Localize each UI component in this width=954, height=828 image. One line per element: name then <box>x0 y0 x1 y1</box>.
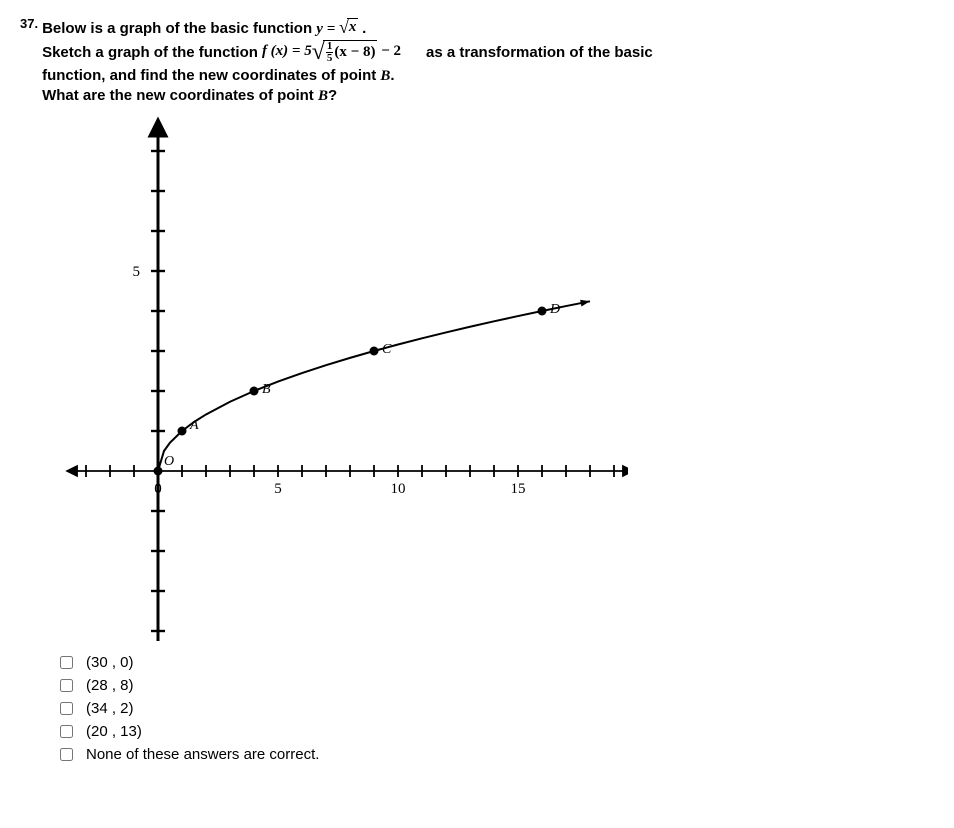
answer-option: (34 , 2) <box>56 699 934 718</box>
stem-line1-a: Below is a graph of the basic function <box>42 20 316 37</box>
svg-text:0: 0 <box>154 481 162 497</box>
fx-function: f (x) = 5√15(x − 8) − 2 <box>262 40 401 65</box>
answer-checkbox[interactable] <box>60 702 73 715</box>
answer-option: (28 , 8) <box>56 676 934 695</box>
stem-line3: function, and find the new coordinates o… <box>42 67 380 84</box>
answer-option: (30 , 0) <box>56 653 934 672</box>
svg-text:B: B <box>262 382 271 397</box>
answer-label: (28 , 8) <box>86 677 134 694</box>
stem-line2-b: as a transformation of the basic <box>401 44 653 61</box>
question-number: 37. <box>20 16 42 31</box>
answer-label: None of these answers are correct. <box>86 746 319 763</box>
svg-text:5: 5 <box>133 264 141 280</box>
svg-text:10: 10 <box>391 481 406 497</box>
graph-figure: 0 5 10 15 5 O A B C D <box>38 111 934 645</box>
answer-label: (30 , 0) <box>86 654 134 671</box>
question-stem: 37. Below is a graph of the basic functi… <box>20 16 934 107</box>
basic-function: y = √x <box>316 21 362 37</box>
answer-label: (34 , 2) <box>86 700 134 717</box>
svg-text:A: A <box>189 418 199 433</box>
answer-checkbox[interactable] <box>60 748 73 761</box>
answer-option: None of these answers are correct. <box>56 745 934 764</box>
svg-text:15: 15 <box>511 481 526 497</box>
stem-line2-a: Sketch a graph of the function <box>42 44 258 61</box>
stem-line1-b: . <box>362 20 366 37</box>
question-body: Below is a graph of the basic function y… <box>42 16 934 107</box>
answer-checkbox[interactable] <box>60 679 73 692</box>
svg-text:C: C <box>382 342 392 357</box>
sqrt-graph: 0 5 10 15 5 O A B C D <box>38 111 628 641</box>
svg-text:O: O <box>164 454 174 469</box>
answer-checkbox[interactable] <box>60 725 73 738</box>
stem-line4: What are the new coordinates of point <box>42 87 318 104</box>
svg-text:5: 5 <box>274 481 282 497</box>
answer-checkbox[interactable] <box>60 656 73 669</box>
svg-text:D: D <box>549 302 560 317</box>
answer-choices: (30 , 0) (28 , 8) (34 , 2) (20 , 13) None of… <box>56 653 934 764</box>
answer-option: (20 , 13) <box>56 722 934 741</box>
answer-label: (20 , 13) <box>86 723 142 740</box>
